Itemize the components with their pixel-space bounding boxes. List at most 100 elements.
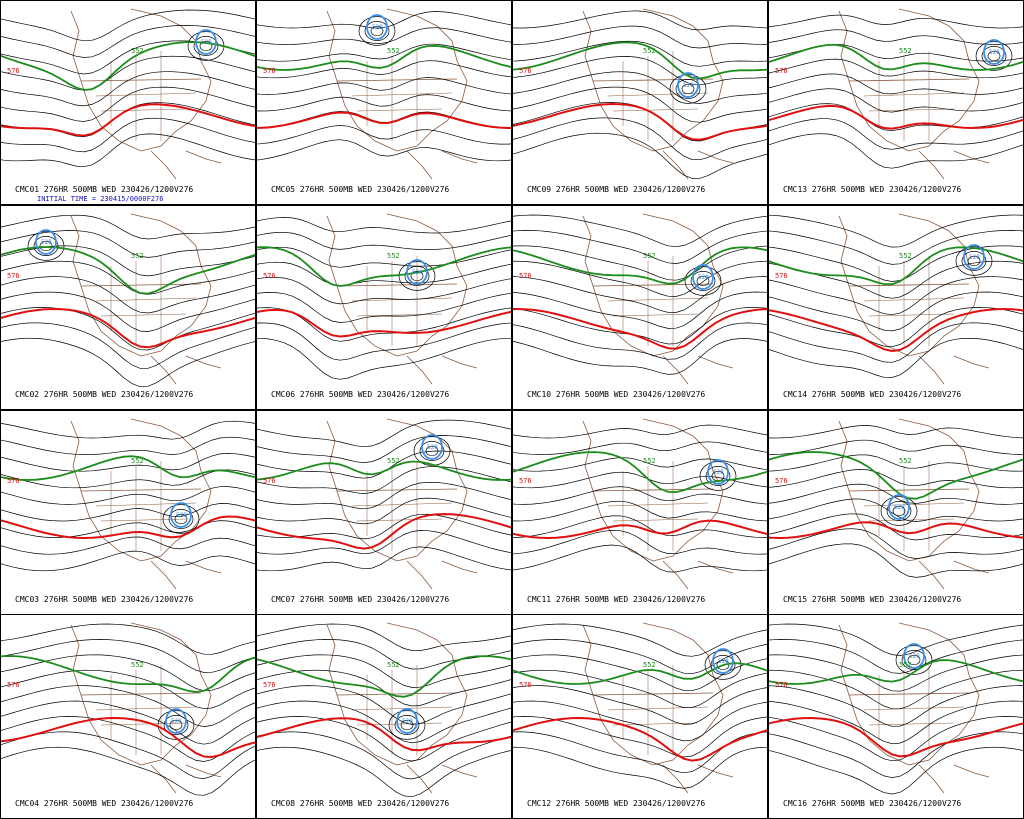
coastline-path xyxy=(582,213,724,357)
map-panel-cmc15[interactable]: 576 552 528 CMC15 276HR 500MB WED 230426/12… xyxy=(768,410,1024,615)
height-contour-line xyxy=(513,441,767,455)
height-contour-line xyxy=(513,260,767,297)
state-lines-path xyxy=(863,51,965,141)
contour-576-line xyxy=(1,515,255,540)
low-center-ring xyxy=(33,236,59,256)
height-contour-line xyxy=(257,623,511,651)
map-panel-cmc16[interactable]: 576 552 528 CMC16 276HR 500MB WED 230426/12… xyxy=(768,614,1024,819)
height-contour-line xyxy=(1,86,255,122)
height-contour-line xyxy=(513,71,767,104)
border-path xyxy=(336,692,458,696)
height-contour-line xyxy=(513,623,767,657)
height-contour-line xyxy=(1,536,255,555)
height-contours xyxy=(769,425,1023,578)
height-contour-line xyxy=(1,25,255,58)
map-panel-cmc14[interactable]: 576 552 528 CMC14 276HR 500MB WED 230426/12… xyxy=(768,205,1024,410)
map-panel-cmc02[interactable]: 576 552 528 CMC02 276HR 500MB WED 230426/12… xyxy=(0,205,256,410)
low-center-ring xyxy=(669,74,707,104)
contour-528-ring xyxy=(712,648,734,674)
map-panel-cmc03[interactable]: 576 552 528 CMC03 276HR 500MB WED 230426/12… xyxy=(0,410,256,615)
low-center-ring xyxy=(163,715,189,735)
height-contour-line xyxy=(513,56,767,86)
height-contour-line xyxy=(513,276,767,313)
height-contour-line xyxy=(257,497,511,525)
border-path xyxy=(80,283,202,287)
state-lines-path xyxy=(607,461,709,551)
height-contour-line xyxy=(1,520,255,538)
height-contour-line xyxy=(513,230,767,264)
height-contour-line xyxy=(769,88,1023,113)
contour-552-label: 552 xyxy=(643,47,656,55)
height-contour-line xyxy=(257,322,511,361)
low-center-ring xyxy=(199,40,213,52)
contour-528-ring xyxy=(421,434,443,460)
low-center-ring xyxy=(388,710,426,740)
height-contour-line xyxy=(513,40,767,67)
map-panel-cmc05[interactable]: 576 552 528 CMC05 276HR 500MB WED 230426/12… xyxy=(256,0,512,205)
height-contour-line xyxy=(1,623,255,655)
height-contours xyxy=(513,623,767,789)
contour-528-label: 528 xyxy=(894,504,905,511)
contour-552-line xyxy=(257,44,511,71)
low-center-ring xyxy=(892,505,906,517)
border-path xyxy=(80,692,202,696)
map-panel-cmc12[interactable]: 576 552 528 CMC12 276HR 500MB WED 230426/12… xyxy=(512,614,768,819)
contour-528-ring xyxy=(677,72,699,98)
height-contour-line xyxy=(769,14,1023,29)
height-contour-line xyxy=(1,102,255,138)
islands-path xyxy=(150,764,222,794)
contour-576-line xyxy=(769,716,1023,758)
height-contour-line xyxy=(1,436,255,455)
height-contour-line xyxy=(513,25,767,49)
map-panel-cmc06[interactable]: 576 552 528 CMC06 276HR 500MB WED 230426/12… xyxy=(256,205,512,410)
geography-outline xyxy=(70,8,222,180)
low-center-ring xyxy=(907,654,921,666)
contour-528-label: 528 xyxy=(698,274,709,281)
map-panel-cmc10[interactable]: 576 552 528 CMC10 276HR 500MB WED 230426/12… xyxy=(512,205,768,410)
height-contours xyxy=(1,420,255,572)
height-contour-line xyxy=(1,685,255,727)
height-contour-line xyxy=(1,453,255,472)
height-contour-line xyxy=(513,685,767,725)
contour-528-label: 528 xyxy=(171,718,182,725)
height-contour-line xyxy=(257,700,511,744)
panel-caption: CMC12 276HR 500MB WED 230426/1200V276 xyxy=(527,799,706,808)
contour-576-line xyxy=(1,103,255,137)
height-contour-line xyxy=(513,530,767,555)
map-panel-cmc08[interactable]: 576 552 528 CMC08 276HR 500MB WED 230426/12… xyxy=(256,614,512,819)
height-contour-line xyxy=(769,513,1023,541)
contour-528-ring xyxy=(35,229,57,255)
contour-552-line xyxy=(513,41,767,80)
panel-caption: CMC08 276HR 500MB WED 230426/1200V276 xyxy=(271,799,450,808)
height-contours xyxy=(257,11,511,162)
geography-outline xyxy=(582,418,734,590)
map-panel-cmc11[interactable]: 576 552 528 CMC11 276HR 500MB WED 230426/12… xyxy=(512,410,768,615)
height-contours xyxy=(257,623,511,798)
map-panel-cmc07[interactable]: 576 552 528 CMC07 276HR 500MB WED 230426/12… xyxy=(256,410,512,615)
height-contour-line xyxy=(257,530,511,555)
contour-576-label: 576 xyxy=(7,681,20,689)
low-center-ring xyxy=(675,79,701,99)
height-contour-line xyxy=(769,685,1023,727)
contour-552-label: 552 xyxy=(643,252,656,260)
height-contour-line xyxy=(1,133,255,168)
contour-552-label: 552 xyxy=(899,47,912,55)
low-center-ring xyxy=(975,41,1013,71)
map-panel-cmc01[interactable]: 576 552 528 CMC01 276HR 500MB WED 230426/12… xyxy=(0,0,256,205)
low-center-ring xyxy=(716,659,730,671)
height-contour-line xyxy=(769,469,1023,489)
map-panel-cmc09[interactable]: 576 552 528 CMC09 276HR 500MB WED 230426/12… xyxy=(512,0,768,205)
contour-552-line xyxy=(1,246,255,295)
height-contour-line xyxy=(1,503,255,522)
contour-576-label: 576 xyxy=(775,477,788,485)
contour-552-label: 552 xyxy=(899,661,912,669)
contour-552-line xyxy=(769,451,1023,500)
contour-576-line xyxy=(1,307,255,349)
height-contour-line xyxy=(257,746,511,798)
map-panel-cmc04[interactable]: 576 552 528 CMC04 276HR 500MB WED 230426/12… xyxy=(0,614,256,819)
map-panel-cmc13[interactable]: 576 552 528 CMC13 276HR 500MB WED 230426/12… xyxy=(768,0,1024,205)
